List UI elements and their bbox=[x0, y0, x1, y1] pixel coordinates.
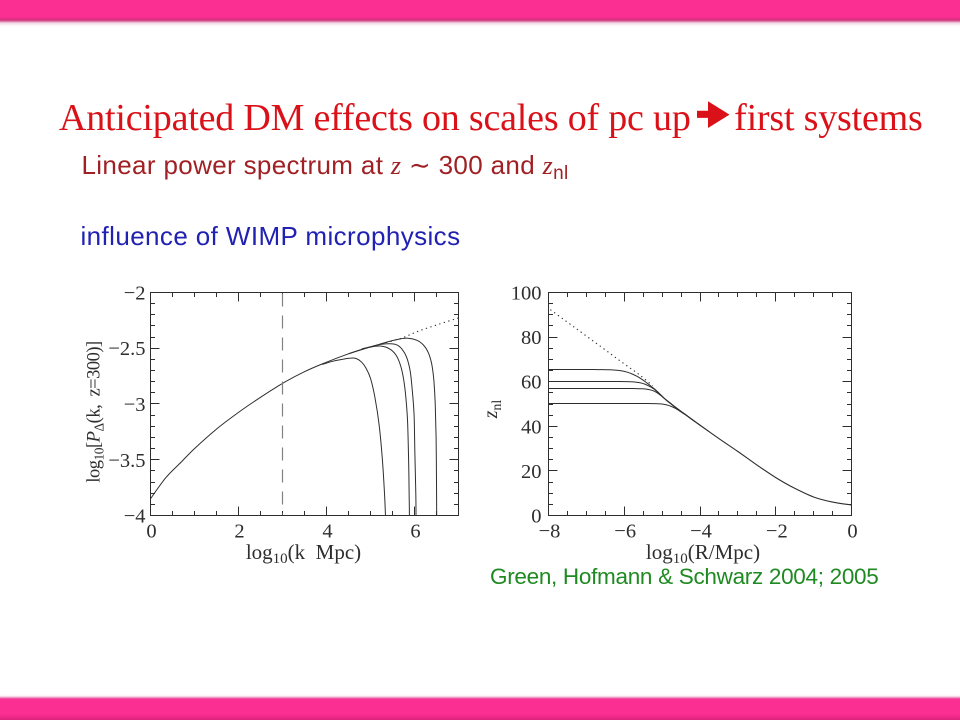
svg-text:2: 2 bbox=[234, 521, 244, 543]
svg-text:znl: znl bbox=[481, 400, 505, 420]
svg-text:log10[PΔ(k, z=300)]: log10[PΔ(k, z=300)] bbox=[85, 341, 107, 482]
svg-text:−3: −3 bbox=[124, 394, 146, 416]
svg-text:−2: −2 bbox=[124, 283, 146, 305]
svg-text:100: 100 bbox=[511, 283, 542, 305]
svg-text:−2: −2 bbox=[766, 521, 788, 543]
svg-text:0: 0 bbox=[847, 521, 857, 543]
svg-text:−6: −6 bbox=[614, 521, 636, 543]
svg-text:40: 40 bbox=[521, 416, 542, 438]
svg-text:−3.5: −3.5 bbox=[108, 450, 145, 472]
svg-text:6: 6 bbox=[410, 521, 420, 543]
svg-text:60: 60 bbox=[521, 372, 542, 394]
svg-text:0: 0 bbox=[146, 521, 156, 543]
svg-text:−4: −4 bbox=[690, 521, 712, 543]
svg-text:20: 20 bbox=[521, 461, 542, 483]
svg-text:log10(R/Mpc): log10(R/Mpc) bbox=[646, 540, 760, 567]
svg-text:4: 4 bbox=[322, 521, 332, 543]
svg-text:80: 80 bbox=[521, 327, 542, 349]
svg-text:−4: −4 bbox=[124, 506, 146, 528]
svg-text:log10(k Mpc): log10(k Mpc) bbox=[246, 540, 361, 567]
svg-text:0: 0 bbox=[531, 506, 541, 528]
svg-text:−2.5: −2.5 bbox=[108, 338, 145, 360]
svg-text:−8: −8 bbox=[539, 521, 561, 543]
